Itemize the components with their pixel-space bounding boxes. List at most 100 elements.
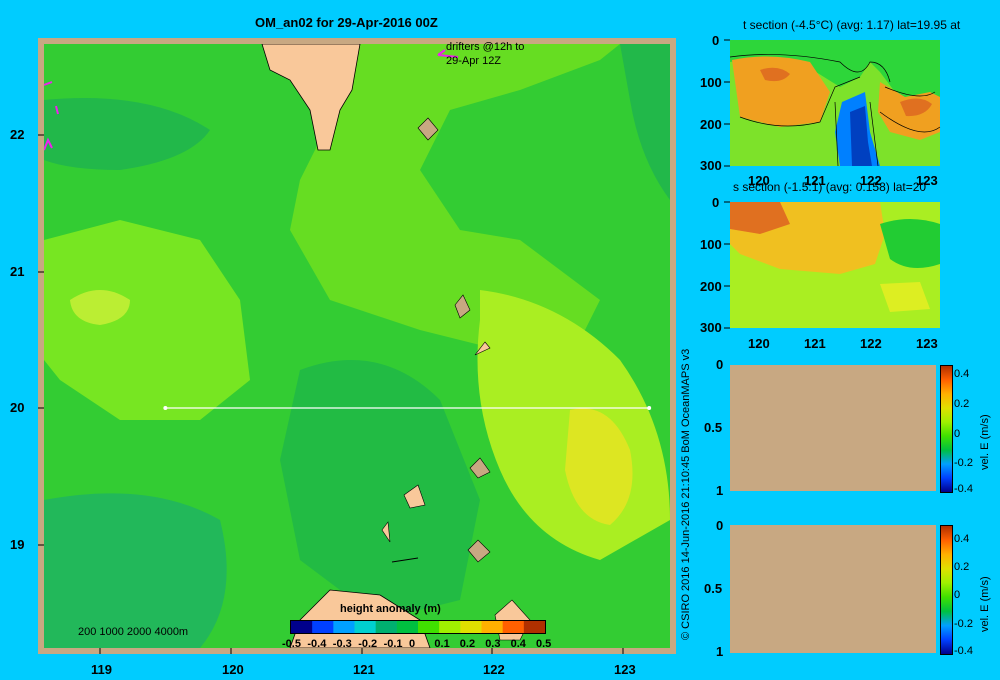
colorbar-tick-label: -0.2 [358,638,378,650]
island-1 [417,117,439,141]
s-section-panel [724,201,940,329]
colorbar-tick-label: 0.4 [510,638,526,650]
land-taiwan [261,44,361,151]
t-section-contours [729,54,941,167]
t-section-panel [724,39,941,167]
height-field-band-1 [44,44,620,380]
t-section-field-2 [732,56,830,127]
s-xtick: 123 [916,336,938,351]
height-field-highlight-3 [565,408,633,525]
colorbar-tick-label: 0.2 [459,638,476,650]
main-title: OM_an02 for 29-Apr-2016 00Z [255,15,438,30]
t-ytick: 100 [700,75,722,90]
vel2-cb-label: vel. E (m/s) [979,576,991,632]
height-field-low-2 [280,360,480,620]
height-field-low-3 [44,493,227,648]
vel1-ytick: 0.5 [704,420,723,435]
map-xtick: 123 [614,662,636,677]
height-field-highlight-1 [70,290,130,325]
colorbar-swatch [333,621,355,633]
section-end-point [647,406,652,410]
colorbar-title: height anomaly (m) [340,603,441,615]
drifters-label-line2: 29-Apr 12Z [446,55,502,67]
vel2-ytick: 0.5 [704,581,723,596]
island-4 [469,457,491,479]
colorbar-tick-label: 0.3 [485,638,501,650]
colorbar-tick-label: -0.4 [307,638,327,650]
colorbar-swatch [439,621,461,633]
s-section-field-2 [730,202,790,234]
drifter-arrow-legend [437,49,459,58]
s-ytick: 300 [700,320,722,335]
coast-line [391,557,419,563]
copyright: © CSIRO 2016 14-Jun-2016 21:10:45 BoM Oc… [680,348,692,640]
colorbar-tick-label: 0 [409,638,416,650]
vel2-cb-tick: 0 [954,589,961,601]
t-section-field-5 [900,98,932,117]
vel1-cb-tick: -0.2 [954,457,973,469]
colorbar-swatch [481,621,504,633]
vel1-cb-tick: -0.4 [954,483,973,495]
colorbar-swatch [354,621,377,633]
vel2-cb-tick: 0.4 [954,533,970,545]
island-3 [474,341,491,356]
colorbar-tick-label: 0.5 [536,638,552,650]
vel2-ytick: 0 [716,518,724,533]
s-xtick: 121 [804,336,826,351]
colorbar-tick-label: -0.1 [383,638,403,650]
t-xtick: 122 [860,173,882,188]
colorbar-ticks: -0.5 -0.4 -0.3 -0.2 -0.1 0 0.1 0.2 0.3 0.4 0.5 [280,638,560,652]
colorbar-swatch [502,621,525,633]
depth-legend: 200 1000 2000 4000m [78,626,189,638]
vel1-ytick: 0 [716,357,724,372]
s-xtick: 122 [860,336,882,351]
colorbar-tick-label: -0.3 [332,638,352,650]
colorbar-swatch [523,621,546,633]
vel2-colorbar [940,525,953,655]
t-ytick: 200 [700,117,722,132]
s-ytick: 100 [700,237,722,252]
colorbar-swatch [460,621,482,633]
height-field-low-4 [620,44,670,200]
island-2 [454,294,471,319]
t-ytick: 0 [712,33,720,48]
t-xtick: 120 [748,173,770,188]
drifter-arrows [44,81,59,151]
main-map [38,38,676,654]
colorbar-swatch [418,621,440,633]
vel2-cb-tick: 0.2 [954,561,970,573]
t-xtick: 123 [916,173,938,188]
colorbar-swatch [375,621,398,633]
map-ytick: 21 [10,264,25,279]
island-6 [467,539,491,563]
height-field-low-1 [44,98,210,170]
map-xtick: 120 [222,662,244,677]
vel-panel-2 [730,525,936,653]
colorbar-border [290,620,546,634]
vel-panel-1 [730,365,936,491]
s-section-title: s section (-1.5:1) (avg: 0.158) lat=20 [733,180,927,194]
vel1-ytick: 1 [716,483,724,498]
colorbar-swatch [291,621,313,633]
map-xtick: 122 [483,662,505,677]
island-5 [403,484,426,509]
height-field-band-2 [44,220,250,420]
map-xtick: 121 [353,662,375,677]
colorbar [290,620,546,634]
s-xtick: 120 [748,336,770,351]
t-section-field-7 [850,106,872,166]
map-ytick: 22 [10,127,25,142]
colorbar-swatch [396,621,419,633]
vel1-cb-label: vel. E (m/s) [979,414,991,470]
t-ytick: 300 [700,158,722,173]
vel2-cb-tick: -0.2 [954,618,973,630]
drifters-label-line1: drifters @12h to [446,41,525,53]
vel1-cb-tick: 0 [954,428,961,440]
vel2-ytick: 1 [716,644,724,659]
map-xtick: 119 [91,662,112,677]
map-ytick: 20 [10,400,25,415]
island-7 [381,521,391,543]
s-ytick: 0 [712,195,720,210]
t-xtick: 121 [804,173,826,188]
s-section-field-4 [880,282,930,312]
